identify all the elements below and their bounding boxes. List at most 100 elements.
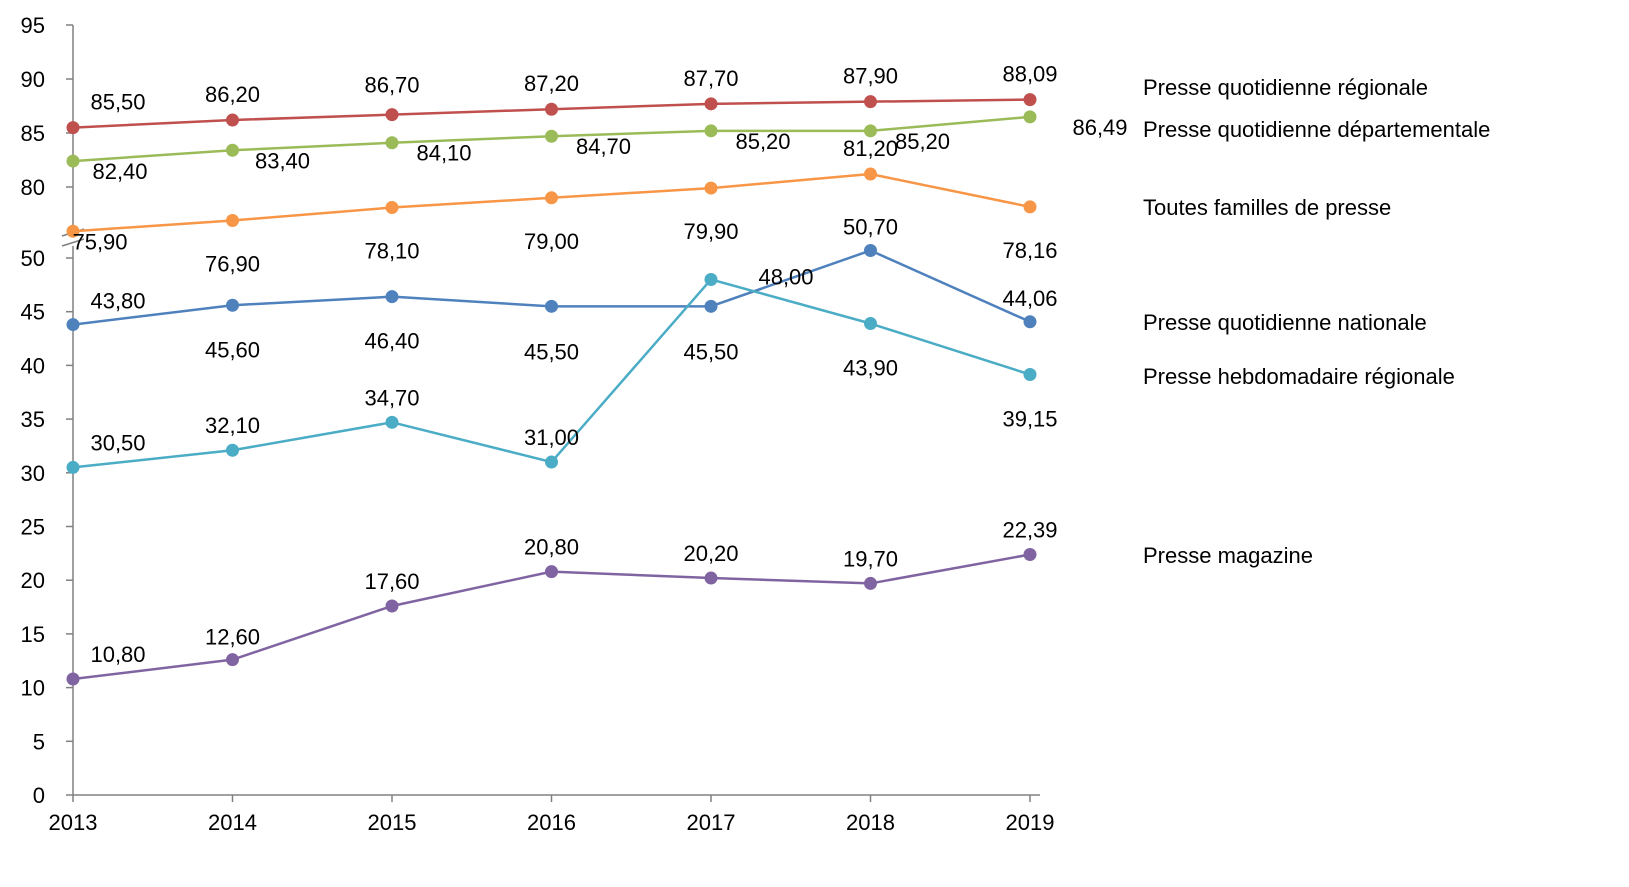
data-point	[226, 653, 239, 667]
y-tick-label: 80	[21, 175, 45, 200]
data-label: 88,09	[1002, 62, 1057, 87]
series-lines	[72, 98, 1031, 681]
data-point	[704, 571, 718, 585]
data-label: 85,20	[895, 129, 950, 154]
data-label: 83,40	[255, 148, 310, 173]
legend-label: Toutes familles de presse	[1143, 195, 1391, 220]
data-point	[66, 121, 80, 135]
data-label: 79,90	[683, 219, 738, 244]
data-point	[864, 317, 877, 331]
data-label: 78,10	[364, 239, 419, 264]
data-label: 45,60	[205, 337, 260, 362]
data-point	[864, 243, 877, 257]
y-tick-label: 15	[21, 622, 45, 647]
y-tick-label: 45	[21, 300, 45, 325]
data-point	[385, 415, 399, 429]
tick-labels: 0 5 10 15 20 25 30 35 40 45 50 80 85 90 95 2013 2014 2015…	[21, 13, 1055, 835]
legend-label: Presse magazine	[1143, 543, 1313, 568]
legend: Presse quotidienne régionale Presse quoti…	[1143, 75, 1490, 568]
data-point	[704, 272, 718, 286]
y-tick-label: 5	[33, 729, 45, 754]
data-point	[226, 213, 239, 227]
legend-label: Presse quotidienne nationale	[1143, 310, 1427, 335]
data-label: 31,00	[524, 425, 579, 450]
data-point	[385, 201, 399, 215]
data-label: 45,50	[683, 339, 738, 364]
data-label: 86,20	[205, 82, 260, 107]
series-points	[66, 93, 1037, 686]
legend-label: Presse hebdomadaire régionale	[1143, 364, 1455, 389]
data-point	[66, 224, 80, 238]
data-label: 12,60	[205, 625, 260, 650]
data-point	[864, 124, 877, 138]
y-tick-label: 10	[21, 676, 45, 701]
data-label: 79,00	[524, 229, 579, 254]
data-point	[226, 443, 239, 457]
y-tick-label: 40	[21, 353, 45, 378]
data-label: 32,10	[205, 413, 260, 438]
y-tick-label: 35	[21, 407, 45, 432]
data-label: 34,70	[364, 385, 419, 410]
data-point	[545, 102, 558, 116]
data-label: 20,80	[524, 535, 579, 560]
data-label: 43,80	[90, 289, 145, 314]
data-point	[226, 298, 239, 312]
data-label: 76,90	[205, 251, 260, 276]
data-label: 46,40	[364, 329, 419, 354]
data-label: 44,06	[1002, 286, 1057, 311]
data-label: 84,70	[576, 134, 631, 159]
data-label: 84,10	[416, 141, 471, 166]
x-tick-label: 2019	[1006, 810, 1055, 835]
y-tick-label: 30	[21, 461, 45, 486]
data-point	[1023, 110, 1037, 124]
x-tick-label: 2018	[846, 810, 895, 835]
data-point	[545, 455, 558, 469]
data-point	[66, 460, 80, 474]
x-tick-label: 2017	[687, 810, 736, 835]
data-point	[1023, 93, 1037, 107]
data-point	[545, 129, 558, 143]
data-label: 87,70	[683, 66, 738, 91]
data-point	[864, 167, 877, 181]
data-point	[226, 113, 239, 127]
data-label: 82,40	[92, 159, 147, 184]
data-point	[864, 95, 877, 109]
data-label: 85,20	[735, 129, 790, 154]
legend-label: Presse quotidienne départementale	[1143, 117, 1490, 142]
data-point	[545, 565, 558, 579]
data-point	[864, 576, 877, 590]
data-point	[704, 299, 718, 313]
data-label: 85,50	[90, 90, 145, 115]
data-label: 43,90	[843, 356, 898, 381]
data-label: 86,70	[364, 73, 419, 98]
data-labels: 85,50 86,20 86,70 87,20 87,70 87,90 88,09 82,40…	[72, 62, 1127, 667]
data-label: 20,20	[683, 541, 738, 566]
data-point	[545, 191, 558, 205]
data-label: 87,90	[843, 64, 898, 89]
data-point	[66, 154, 80, 168]
data-label: 45,50	[524, 339, 579, 364]
data-point	[1023, 200, 1037, 214]
data-point	[545, 299, 558, 313]
data-point	[385, 108, 399, 122]
data-label: 17,60	[364, 569, 419, 594]
data-point	[66, 672, 80, 686]
y-tick-label: 85	[21, 121, 45, 146]
data-label: 75,90	[72, 229, 127, 254]
data-point	[1023, 548, 1037, 562]
data-label: 10,80	[90, 642, 145, 667]
y-tick-label: 95	[21, 13, 45, 38]
x-tick-label: 2013	[49, 810, 98, 835]
axes	[61, 24, 1040, 802]
data-point	[226, 143, 239, 157]
data-label: 22,39	[1002, 518, 1057, 543]
y-tick-label: 50	[21, 246, 45, 271]
y-tick-label: 25	[21, 515, 45, 540]
axis-break-mark	[61, 238, 85, 247]
data-label: 19,70	[843, 546, 898, 571]
y-tick-label: 20	[21, 568, 45, 593]
x-tick-label: 2015	[368, 810, 417, 835]
data-point	[385, 599, 399, 613]
data-point	[1023, 315, 1037, 329]
